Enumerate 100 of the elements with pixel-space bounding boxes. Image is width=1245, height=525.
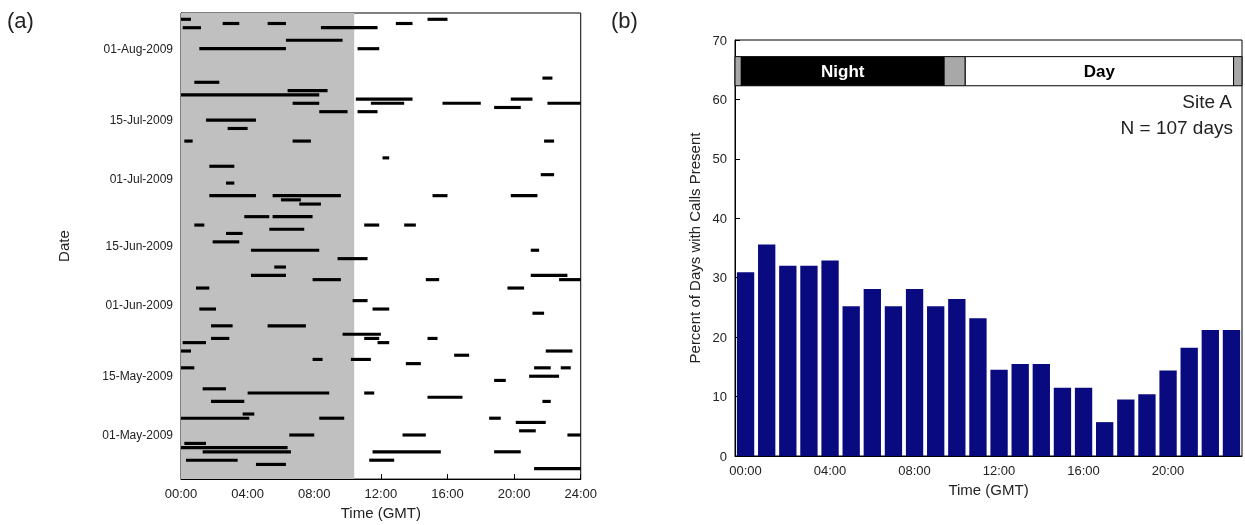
bar [225,231,243,236]
x-tick-label: 04:00 [231,486,264,502]
bar [267,21,286,26]
y-tick-label: 01-May-2009 [102,428,174,443]
y-tick-label: 60 [712,91,727,107]
x-tick-label: 16:00 [1067,463,1100,478]
bar [1117,399,1135,456]
y-tick-label: 30 [712,270,727,286]
bar [545,349,573,353]
y-tick-label: 01-Jul-2009 [109,171,174,186]
bar [534,366,551,370]
bar [405,362,421,366]
bar [863,289,881,456]
bar [274,265,286,269]
bar [1096,422,1114,456]
y-tick-label: 50 [712,151,727,167]
y-tick-label: 20 [712,329,727,345]
band-label: Day [1083,61,1116,81]
bar [247,391,330,395]
bar [212,240,240,244]
bar [364,223,380,227]
bar [267,324,306,328]
bar [357,110,378,114]
bar [194,223,205,227]
bar [225,181,235,185]
bar [269,227,305,231]
y-tick-label: 0 [719,448,727,464]
bar [842,306,860,456]
bar [758,244,776,456]
x-tick-label: 24:00 [564,486,598,502]
bar [442,101,481,105]
bar [969,318,987,456]
x-tick-label: 00:00 [729,463,762,478]
y-axis-title: Percent of Days with Calls Present [685,131,703,364]
y-axis-title: Date [55,230,72,262]
x-tick-label: 12:00 [364,486,398,502]
bar [510,194,538,198]
bar [427,17,448,21]
chart-title: (a) [7,7,34,33]
bar [182,341,206,345]
bar [202,387,226,391]
bar [432,194,448,198]
bar [395,21,413,26]
x-axis-title: Time (GMT) [340,504,421,521]
y-tick-label: 01-Aug-2009 [103,41,174,56]
bar [342,332,381,336]
bar [454,353,470,357]
x-tick-label: 04:00 [813,463,847,478]
bar [289,433,315,437]
bar [1032,363,1050,456]
bar [948,299,966,456]
bar [1138,394,1156,456]
bar [222,21,240,26]
bar [205,118,256,122]
bar [1180,347,1198,456]
bar [532,311,545,315]
bar [292,139,311,143]
bar [779,265,797,456]
bar [1159,370,1177,456]
y-tick-label: 10 [712,389,727,405]
bar [285,38,343,42]
bar [292,101,320,105]
bar [507,286,525,290]
bar [182,26,201,30]
bar [319,110,348,114]
bar [402,433,426,437]
bar [515,420,546,424]
x-tick-label: 08:00 [898,463,931,478]
bar [560,366,571,370]
bar [494,450,521,454]
bar [350,357,371,361]
bar [210,324,233,328]
bar [250,273,286,278]
bar [425,278,440,282]
bar [494,378,506,382]
bar [494,105,521,110]
bar [544,139,555,143]
y-tick-label: 15-May-2009 [102,369,174,384]
y-tick-label: 15-Jul-2009 [109,113,174,128]
bar [209,164,235,168]
bar [489,416,501,420]
y-tick-label: 40 [712,210,727,226]
bar [1222,330,1241,456]
bar [312,278,341,282]
x-tick-label: 16:00 [431,486,464,502]
annotation: Site A [1182,91,1233,112]
bar [519,429,536,433]
bar [320,26,378,30]
bar [905,289,924,456]
band-label: Night [821,61,865,81]
bar [372,450,441,454]
x-tick-label: 20:00 [497,486,531,502]
x-tick-label: 08:00 [297,486,331,502]
y-tick-label: 15-Jun-2009 [105,239,174,254]
bar [186,458,238,462]
bar [1011,363,1029,456]
bar [884,306,903,456]
bar [369,458,395,462]
y-tick-label: 01-Jun-2009 [105,297,174,312]
bar [1074,387,1093,456]
